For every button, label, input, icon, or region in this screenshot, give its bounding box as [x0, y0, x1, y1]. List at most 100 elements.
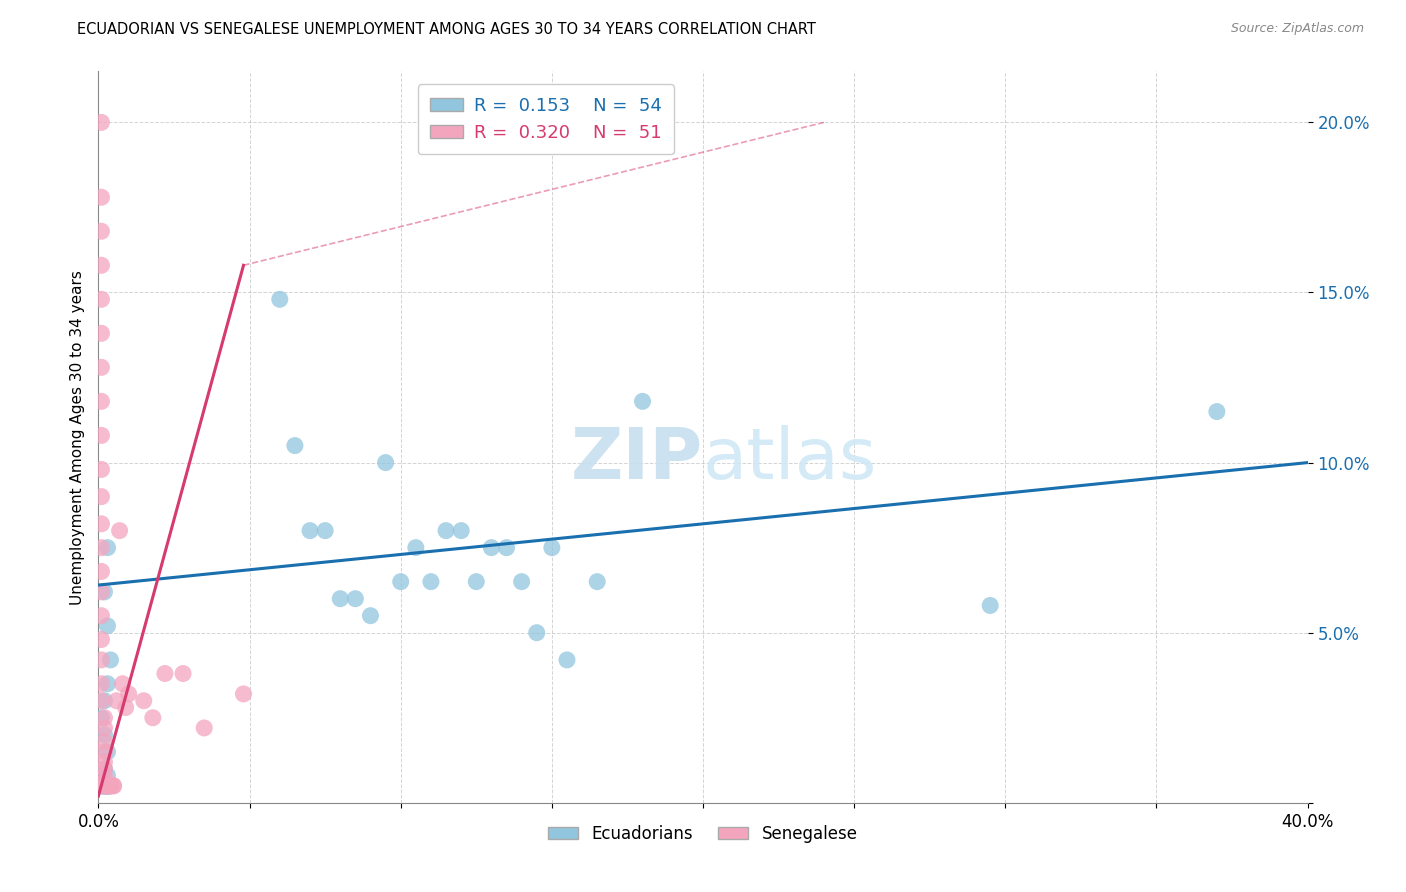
Point — [450, 524, 472, 538]
Point — [481, 541, 503, 555]
Point — [96, 541, 118, 555]
Point — [90, 677, 112, 691]
Point — [93, 585, 115, 599]
Point — [93, 779, 115, 793]
Point — [1206, 404, 1229, 418]
Point — [96, 779, 118, 793]
Point — [96, 779, 118, 793]
Point — [96, 779, 118, 793]
Point — [540, 541, 562, 555]
Point — [193, 721, 215, 735]
Point — [555, 653, 578, 667]
Point — [90, 779, 112, 793]
Point — [142, 711, 165, 725]
Point — [90, 258, 112, 272]
Text: ECUADORIAN VS SENEGALESE UNEMPLOYMENT AMONG AGES 30 TO 34 YEARS CORRELATION CHAR: ECUADORIAN VS SENEGALESE UNEMPLOYMENT AM… — [77, 22, 817, 37]
Point — [93, 694, 115, 708]
Point — [100, 653, 122, 667]
Point — [100, 779, 122, 793]
Point — [100, 779, 122, 793]
Point — [93, 734, 115, 748]
Point — [103, 779, 125, 793]
Point — [108, 524, 131, 538]
Legend: Ecuadorians, Senegalese: Ecuadorians, Senegalese — [541, 818, 865, 849]
Point — [495, 541, 517, 555]
Point — [586, 574, 609, 589]
Point — [96, 779, 118, 793]
Point — [90, 490, 112, 504]
Point — [90, 632, 112, 647]
Point — [96, 779, 118, 793]
Point — [93, 775, 115, 789]
Point — [631, 394, 654, 409]
Point — [96, 768, 118, 782]
Point — [90, 360, 112, 375]
Point — [100, 779, 122, 793]
Point — [96, 779, 118, 793]
Point — [299, 524, 322, 538]
Point — [96, 619, 118, 633]
Point — [93, 768, 115, 782]
Point — [96, 779, 118, 793]
Point — [90, 190, 112, 204]
Point — [90, 608, 112, 623]
Point — [90, 694, 112, 708]
Point — [526, 625, 548, 640]
Text: atlas: atlas — [703, 425, 877, 493]
Point — [118, 687, 141, 701]
Point — [153, 666, 176, 681]
Point — [105, 694, 128, 708]
Point — [93, 762, 115, 776]
Point — [93, 779, 115, 793]
Point — [96, 779, 118, 793]
Point — [90, 653, 112, 667]
Point — [329, 591, 352, 606]
Point — [232, 687, 254, 701]
Point — [111, 677, 134, 691]
Point — [96, 779, 118, 793]
Point — [93, 779, 115, 793]
Point — [96, 779, 118, 793]
Point — [93, 779, 115, 793]
Point — [90, 326, 112, 341]
Point — [420, 574, 443, 589]
Point — [93, 711, 115, 725]
Point — [172, 666, 194, 681]
Point — [90, 428, 112, 442]
Point — [284, 439, 307, 453]
Point — [344, 591, 367, 606]
Point — [90, 541, 112, 555]
Point — [132, 694, 155, 708]
Point — [93, 779, 115, 793]
Point — [389, 574, 412, 589]
Point — [90, 462, 112, 476]
Point — [979, 599, 1001, 613]
Point — [90, 293, 112, 307]
Point — [93, 745, 115, 759]
Point — [93, 755, 115, 769]
Point — [93, 775, 115, 789]
Point — [100, 779, 122, 793]
Point — [93, 721, 115, 735]
Point — [90, 779, 112, 793]
Point — [90, 224, 112, 238]
Point — [93, 762, 115, 776]
Point — [90, 516, 112, 531]
Point — [360, 608, 382, 623]
Text: ZIP: ZIP — [571, 425, 703, 493]
Point — [405, 541, 427, 555]
Point — [100, 779, 122, 793]
Point — [93, 728, 115, 742]
Point — [93, 779, 115, 793]
Point — [90, 779, 112, 793]
Point — [314, 524, 336, 538]
Point — [90, 779, 112, 793]
Point — [90, 394, 112, 409]
Point — [510, 574, 533, 589]
Point — [96, 779, 118, 793]
Point — [465, 574, 488, 589]
Point — [96, 745, 118, 759]
Point — [96, 677, 118, 691]
Point — [93, 779, 115, 793]
Point — [90, 585, 112, 599]
